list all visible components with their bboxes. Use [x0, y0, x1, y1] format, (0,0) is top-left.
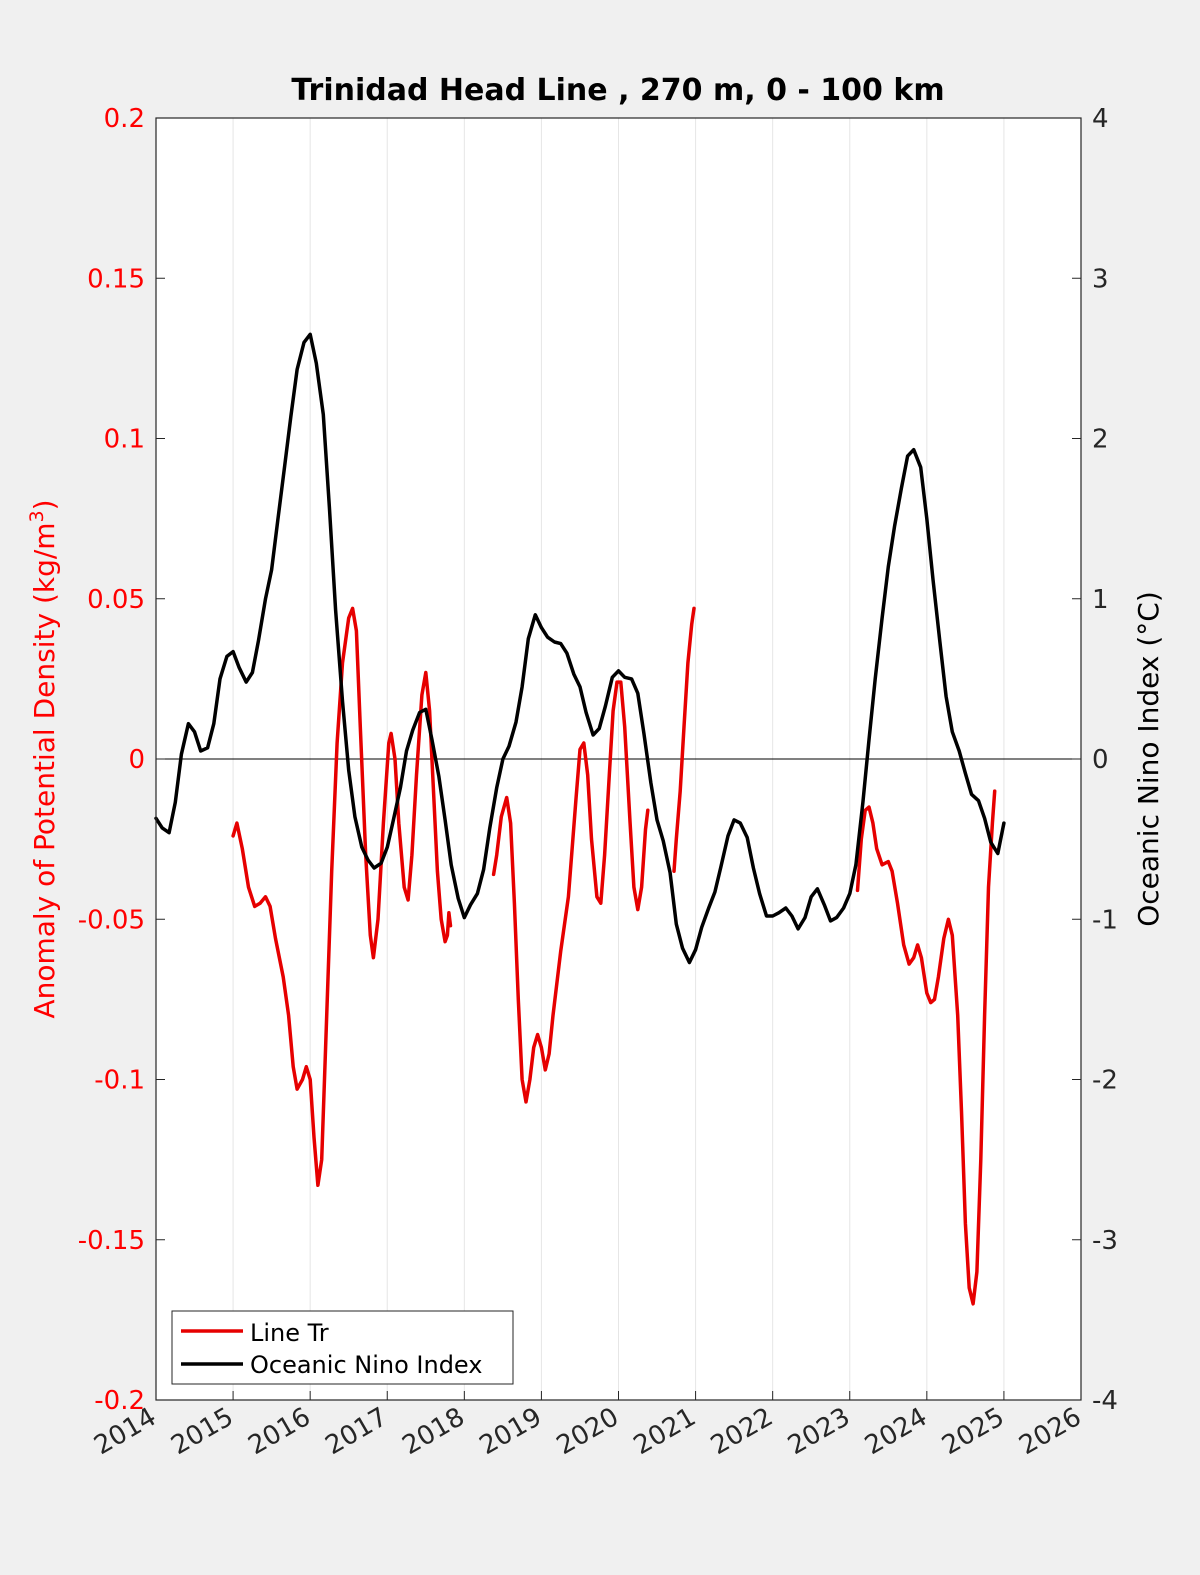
series-line-tr-segment-2: [672, 606, 696, 873]
y-right-tick-label: 0: [1092, 745, 1109, 775]
y-left-tick-label: 0.15: [87, 264, 145, 294]
legend-label-oni: Oceanic Nino Index: [250, 1351, 482, 1379]
y-left-tick-label: -0.05: [78, 905, 145, 935]
y-right-tick-label: 2: [1092, 425, 1109, 455]
y-right-tick-label: 4: [1092, 104, 1109, 134]
y-right-tick-label: -4: [1092, 1386, 1118, 1416]
y-right-axis-label: Oceanic Nino Index (°C): [1132, 591, 1165, 927]
y-left-tick-label: 0: [128, 745, 145, 775]
legend: Line Tr Oceanic Nino Index: [171, 1310, 514, 1385]
y-left-axis-label: Anomaly of Potential Density (kg/m3): [26, 499, 61, 1018]
legend-box: [171, 1310, 514, 1385]
series-oni-segment-0: [154, 332, 1006, 965]
legend-label-line-tr: Line Tr: [250, 1319, 329, 1347]
chart-title: Trinidad Head Line , 270 m, 0 - 100 km: [291, 73, 944, 108]
y-right-tick-label: -3: [1092, 1226, 1118, 1256]
series-line-tr-segment-0: [231, 606, 453, 1188]
y-right-tick-label: 3: [1092, 264, 1109, 294]
ticks: 2014 2015 2016 2017 2018 2019 2020 2021 2022 2023…: [78, 104, 1118, 1461]
series-line-tr-segment-1: [491, 680, 650, 1104]
y-left-tick-label: 0.2: [104, 104, 145, 134]
y-left-tick-label: -0.1: [94, 1066, 145, 1096]
y-right-tick-label: 1: [1092, 585, 1109, 615]
y-left-tick-label: -0.2: [94, 1386, 145, 1416]
y-left-tick-label: 0.05: [87, 585, 145, 615]
y-left-tick-label: 0.1: [104, 425, 145, 455]
y-right-tick-label: -2: [1092, 1066, 1118, 1096]
series-line-tr-segment-3: [855, 789, 997, 1306]
y-left-tick-label: -0.15: [78, 1226, 145, 1256]
y-right-tick-label: -1: [1092, 905, 1118, 935]
series-layer: [154, 332, 1006, 1306]
